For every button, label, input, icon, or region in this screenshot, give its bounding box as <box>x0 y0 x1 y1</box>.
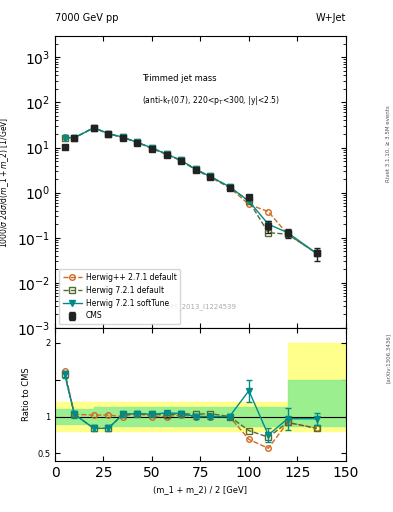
Herwig 7.2.1 softTune <box>193 166 198 173</box>
Herwig 7.2.1 default <box>150 145 154 151</box>
Herwig++ 2.7.1 default <box>62 134 67 140</box>
Herwig++ 2.7.1 default <box>72 135 77 141</box>
Herwig 7.2.1 softTune <box>121 134 125 140</box>
Herwig 7.2.1 default <box>208 173 213 179</box>
Legend: Herwig++ 2.7.1 default, Herwig 7.2.1 default, Herwig 7.2.1 softTune, CMS: Herwig++ 2.7.1 default, Herwig 7.2.1 def… <box>59 269 180 324</box>
Line: Herwig++ 2.7.1 default: Herwig++ 2.7.1 default <box>62 125 320 256</box>
Herwig 7.2.1 default <box>285 231 290 237</box>
Herwig++ 2.7.1 default <box>121 135 125 141</box>
Herwig++ 2.7.1 default <box>106 131 111 137</box>
Herwig 7.2.1 default <box>246 198 251 204</box>
Herwig 7.2.1 softTune <box>106 131 111 137</box>
Text: W+Jet: W+Jet <box>316 13 346 23</box>
Text: [arXiv:1306.3436]: [arXiv:1306.3436] <box>386 333 391 383</box>
Text: 7000 GeV pp: 7000 GeV pp <box>55 13 119 23</box>
Herwig 7.2.1 default <box>92 125 96 131</box>
Herwig++ 2.7.1 default <box>208 174 213 180</box>
Y-axis label: $1000/\sigma\;2\mathrm{d}\sigma/\mathrm{d}(m\_1 + m\_2)$ [1/GeV]: $1000/\sigma\;2\mathrm{d}\sigma/\mathrm{… <box>0 116 11 248</box>
Herwig++ 2.7.1 default <box>150 145 154 152</box>
Herwig 7.2.1 default <box>266 229 271 236</box>
Herwig 7.2.1 default <box>106 131 111 137</box>
Herwig 7.2.1 softTune <box>62 135 67 141</box>
Line: Herwig 7.2.1 default: Herwig 7.2.1 default <box>62 125 320 256</box>
Herwig 7.2.1 softTune <box>314 250 319 257</box>
Herwig 7.2.1 softTune <box>266 221 271 227</box>
Herwig 7.2.1 softTune <box>208 173 213 179</box>
Herwig 7.2.1 softTune <box>285 229 290 236</box>
Herwig++ 2.7.1 default <box>227 184 232 190</box>
Text: Rivet 3.1.10, ≥ 3.5M events: Rivet 3.1.10, ≥ 3.5M events <box>386 105 391 182</box>
Herwig 7.2.1 softTune <box>246 198 251 204</box>
Herwig 7.2.1 default <box>62 135 67 141</box>
Herwig++ 2.7.1 default <box>135 139 140 145</box>
Herwig++ 2.7.1 default <box>179 158 184 164</box>
Text: CMS_2013_I1224539: CMS_2013_I1224539 <box>164 304 237 310</box>
Line: Herwig 7.2.1 softTune: Herwig 7.2.1 softTune <box>62 125 320 256</box>
Herwig 7.2.1 softTune <box>227 184 232 190</box>
Herwig 7.2.1 softTune <box>135 139 140 145</box>
Herwig 7.2.1 default <box>193 166 198 173</box>
Text: Trimmed jet mass: Trimmed jet mass <box>142 74 217 83</box>
Herwig 7.2.1 softTune <box>72 135 77 141</box>
Herwig++ 2.7.1 default <box>266 208 271 215</box>
Herwig 7.2.1 default <box>121 134 125 140</box>
Text: (anti-k$_T$(0.7), 220<p$_T$<300, |y|<2.5): (anti-k$_T$(0.7), 220<p$_T$<300, |y|<2.5… <box>142 94 280 108</box>
Herwig 7.2.1 softTune <box>92 125 96 131</box>
Herwig 7.2.1 default <box>314 250 319 257</box>
Herwig 7.2.1 default <box>179 157 184 163</box>
Herwig 7.2.1 default <box>164 151 169 157</box>
Herwig 7.2.1 default <box>72 135 77 141</box>
Herwig++ 2.7.1 default <box>164 152 169 158</box>
Herwig 7.2.1 default <box>135 139 140 145</box>
Herwig 7.2.1 default <box>227 184 232 190</box>
Herwig++ 2.7.1 default <box>193 167 198 173</box>
Herwig++ 2.7.1 default <box>314 250 319 257</box>
Herwig++ 2.7.1 default <box>92 125 96 131</box>
Herwig 7.2.1 softTune <box>164 151 169 157</box>
Herwig 7.2.1 softTune <box>179 157 184 163</box>
X-axis label: (m_1 + m_2) / 2 [GeV]: (m_1 + m_2) / 2 [GeV] <box>153 485 248 494</box>
Herwig++ 2.7.1 default <box>285 231 290 237</box>
Y-axis label: Ratio to CMS: Ratio to CMS <box>22 368 31 421</box>
Herwig++ 2.7.1 default <box>246 201 251 207</box>
Herwig 7.2.1 softTune <box>150 145 154 151</box>
